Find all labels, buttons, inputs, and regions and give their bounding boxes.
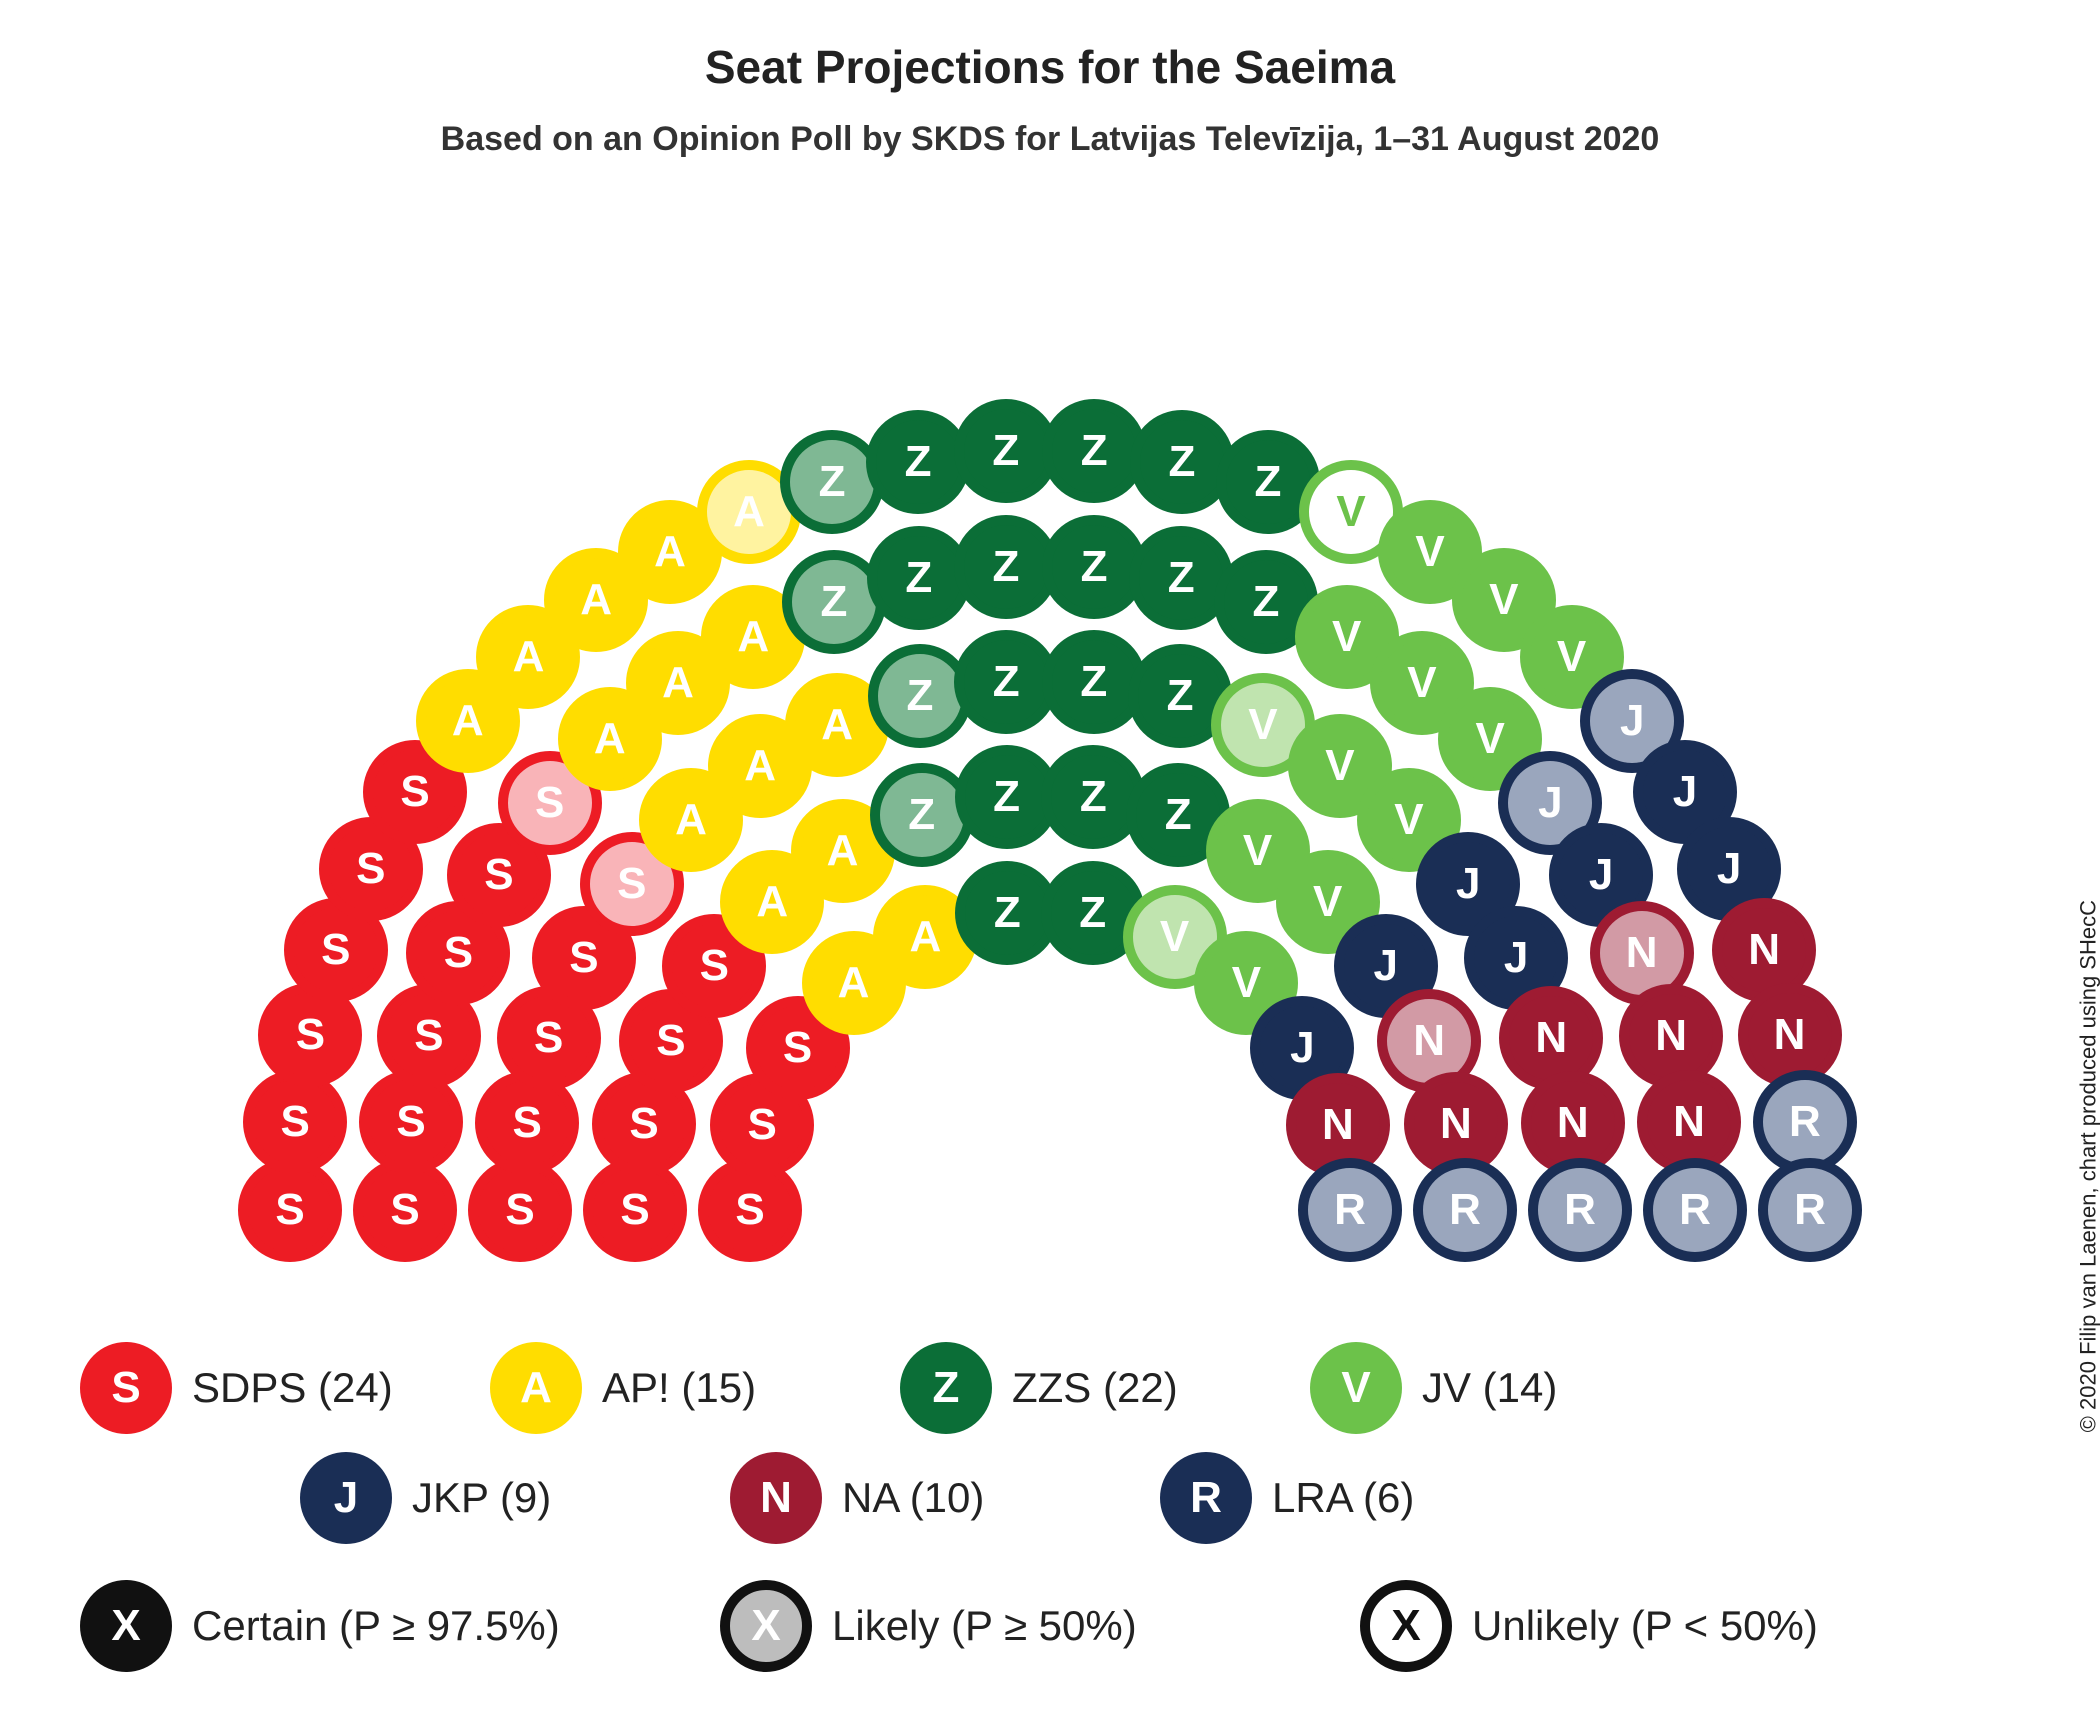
legend-NA: NNA (10) — [730, 1452, 984, 1544]
legend-ZZS: ZZZS (22) — [900, 1342, 1178, 1434]
chart-stage: Seat Projections for the Saeima Based on… — [0, 0, 2100, 1735]
seat-R: R — [1413, 1158, 1517, 1262]
legend-label: LRA (6) — [1272, 1474, 1414, 1522]
seat-R: R — [1528, 1158, 1632, 1262]
legend-label: ZZS (22) — [1012, 1364, 1178, 1412]
legend-JKP: JJKP (9) — [300, 1452, 551, 1544]
seat-R: R — [1758, 1158, 1862, 1262]
seat-S: S — [243, 1070, 347, 1174]
legend-AP!: AAP! (15) — [490, 1342, 756, 1434]
legend-prob: XUnlikely (P < 50%) — [1360, 1580, 1818, 1672]
legend-prob: XCertain (P ≥ 97.5%) — [80, 1580, 560, 1672]
legend-label: SDPS (24) — [192, 1364, 393, 1412]
legend-label: JKP (9) — [412, 1474, 551, 1522]
seat-S: S — [359, 1070, 463, 1174]
legend-LRA: RLRA (6) — [1160, 1452, 1414, 1544]
seat-R: R — [1643, 1158, 1747, 1262]
chart-subtitle: Based on an Opinion Poll by SKDS for Lat… — [0, 120, 2100, 159]
legend-prob: XLikely (P ≥ 50%) — [720, 1580, 1137, 1672]
legend-SDPS: SSDPS (24) — [80, 1342, 393, 1434]
legend-JV: VJV (14) — [1310, 1342, 1557, 1434]
chart-title: Seat Projections for the Saeima — [0, 40, 2100, 94]
legend-label: NA (10) — [842, 1474, 984, 1522]
legend-label: AP! (15) — [602, 1364, 756, 1412]
legend-label: JV (14) — [1422, 1364, 1557, 1412]
seat-R: R — [1298, 1158, 1402, 1262]
credit-text: © 2020 Filip van Laenen, chart produced … — [2075, 900, 2100, 1432]
